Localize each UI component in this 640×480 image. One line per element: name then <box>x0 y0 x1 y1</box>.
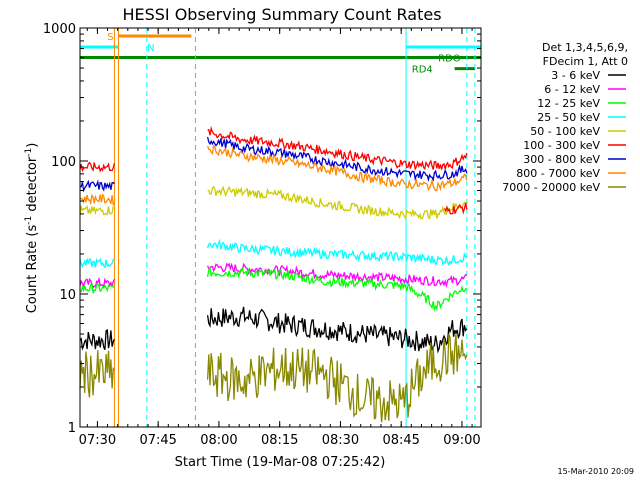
x-tick-label: 08:30 <box>322 433 359 448</box>
x-axis: 07:30 07:45 08:00 08:15 08:30 08:45 09:00 <box>79 28 481 448</box>
series-line-12-25kev <box>79 282 115 294</box>
x-tick-label: 08:15 <box>261 433 298 448</box>
y-tick-label: 100 <box>51 155 76 170</box>
series-line-50-100kev <box>79 204 115 216</box>
annotation-rdo: RDO <box>438 54 461 65</box>
x-axis-label: Start Time (19-Mar-08 07:25:42) <box>175 455 386 470</box>
legend-label: 6 - 12 keV <box>544 83 600 96</box>
series-line-3-6kev <box>206 306 468 354</box>
annotation-s: S <box>107 32 113 43</box>
legend-label: 7000 - 20000 keV <box>502 181 600 194</box>
legend-header: FDecim 1, Att 0 <box>543 55 628 68</box>
y-axis: 1 10 100 1000 <box>43 22 481 436</box>
plot-frame <box>79 27 482 428</box>
series-line-7000-20000kev <box>206 333 468 423</box>
legend-label: 100 - 300 keV <box>523 139 600 152</box>
series-line-3-6kev <box>79 329 115 351</box>
x-tick-label: 08:45 <box>382 433 419 448</box>
y-axis-label-part: Count Rate (s <box>25 225 40 314</box>
y-tick-label: 1 <box>68 421 76 436</box>
annotation-rd4: RD4 <box>412 65 433 76</box>
y-axis-label-part: detector <box>25 156 40 216</box>
series-line-100-300kev <box>207 125 468 171</box>
y-axis-label: Count Rate (s-1 detector-1) <box>24 143 40 314</box>
series-line-800-7000kev <box>206 144 468 192</box>
legend-label: 3 - 6 keV <box>551 69 600 82</box>
y-axis-label-sup: -1 <box>24 216 34 225</box>
x-tick-label: 07:30 <box>79 433 116 448</box>
series-line-50-100kev <box>207 185 468 221</box>
y-axis-label-part: ) <box>25 143 40 148</box>
series-line-100-300kev <box>443 202 468 215</box>
plot-area: S N RDO RD4 <box>79 28 481 427</box>
legend-label: 50 - 100 keV <box>530 125 600 138</box>
y-tick-label: 10 <box>59 288 76 303</box>
series-line-6-12kev <box>79 276 115 289</box>
legend: Det 1,3,4,5,6,9,FDecim 1, Att 03 - 6 keV… <box>502 41 628 194</box>
x-tick-label: 08:00 <box>200 433 237 448</box>
legend-label: 300 - 800 keV <box>523 153 600 166</box>
x-tick-label: 07:45 <box>139 433 176 448</box>
series-line-7000-20000kev <box>79 350 115 398</box>
series-line-6-12kev <box>207 262 468 289</box>
series-line-25-50kev <box>206 238 467 267</box>
series-line-25-50kev <box>79 257 115 269</box>
annotation-n: N <box>147 43 154 54</box>
series-line-12-25kev <box>206 266 468 313</box>
legend-label: 800 - 7000 keV <box>516 167 600 180</box>
series-line-300-800kev <box>206 136 468 183</box>
y-axis-label-sup: -1 <box>24 148 34 157</box>
x-tick-label: 09:00 <box>443 433 480 448</box>
series-line-800-7000kev <box>79 193 115 207</box>
legend-label: 25 - 50 keV <box>537 111 600 124</box>
legend-header: Det 1,3,4,5,6,9, <box>542 41 628 54</box>
series-line-300-800kev <box>79 179 115 193</box>
legend-label: 12 - 25 keV <box>537 97 600 110</box>
series-line-100-300kev <box>79 161 116 173</box>
y-tick-label: 1000 <box>43 22 76 37</box>
generated-timestamp: 15-Mar-2010 20:09 <box>558 467 635 476</box>
chart-title: HESSI Observing Summary Count Rates <box>122 5 441 24</box>
